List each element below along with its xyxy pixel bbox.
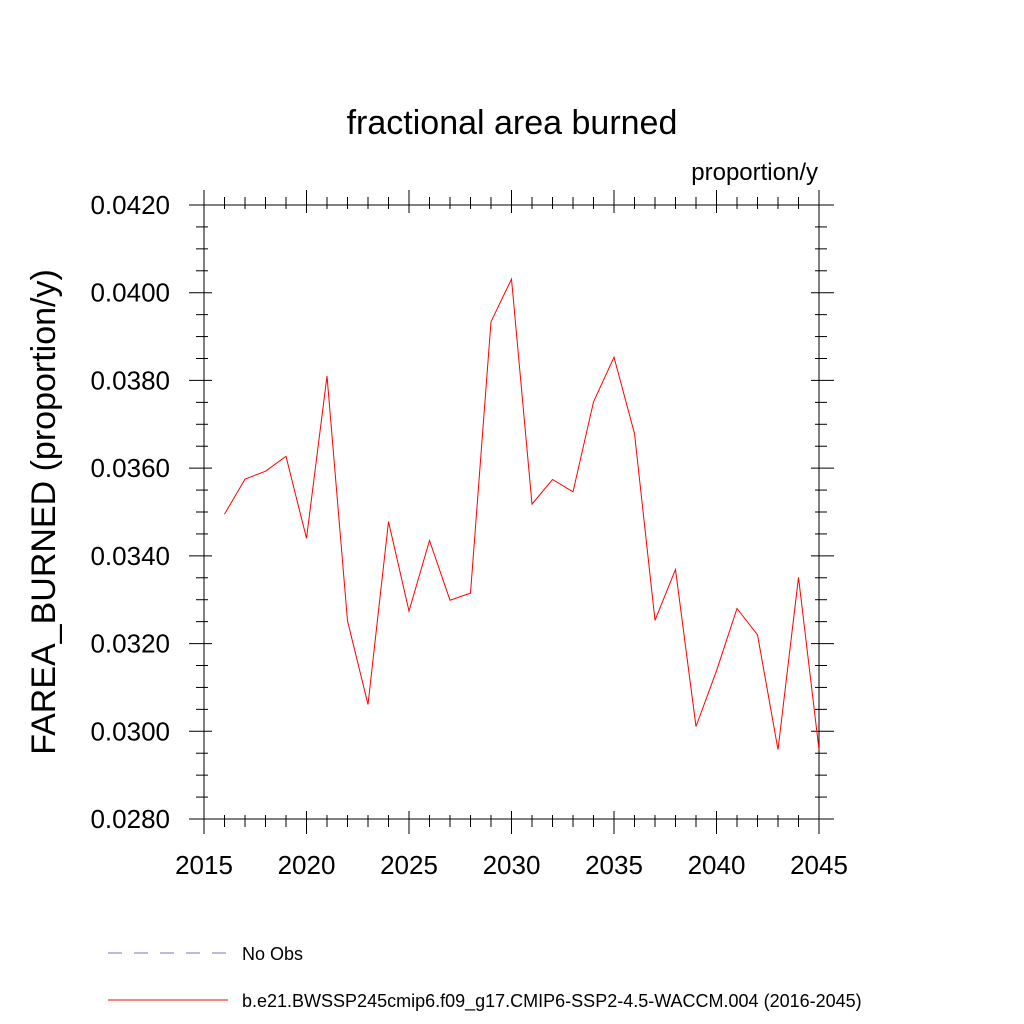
x-tick-label: 2040: [688, 850, 746, 880]
y-tick-label: 0.0380: [90, 365, 170, 395]
legend-label-0: No Obs: [242, 944, 303, 964]
x-tick-label: 2035: [585, 850, 643, 880]
plot-frame: [203, 204, 820, 820]
legend: No Obs b.e21.BWSSP245cmip6.f09_g17.CMIP6-…: [108, 944, 862, 1012]
series-line-0: [224, 277, 820, 750]
x-tick-label: 2015: [175, 850, 233, 880]
legend-label-1: b.e21.BWSSP245cmip6.f09_g17.CMIP6-SSP2-4…: [242, 991, 862, 1012]
x-tick-label: 2030: [483, 850, 541, 880]
y-tick-label: 0.0320: [90, 629, 170, 659]
chart-title: fractional area burned: [347, 104, 678, 142]
y-axis-label: FAREA_BURNED (proportion/y): [25, 269, 63, 755]
x-tick-label: 2025: [380, 850, 438, 880]
x-tick-label: 2020: [278, 850, 336, 880]
units-label: proportion/y: [691, 159, 818, 186]
y-tick-label: 0.0420: [90, 190, 170, 220]
axis-ticks: 2015 2020 2025 2030 2035 2040 2045 0.0280 0.0300…: [90, 190, 848, 880]
x-tick-label: 2045: [790, 850, 848, 880]
y-tick-label: 0.0300: [90, 716, 170, 746]
y-tick-label: 0.0360: [90, 453, 170, 483]
y-tick-label: 0.0340: [90, 541, 170, 571]
y-tick-label: 0.0400: [90, 278, 170, 308]
y-tick-label: 0.0280: [90, 804, 170, 834]
series-group: [224, 277, 820, 750]
